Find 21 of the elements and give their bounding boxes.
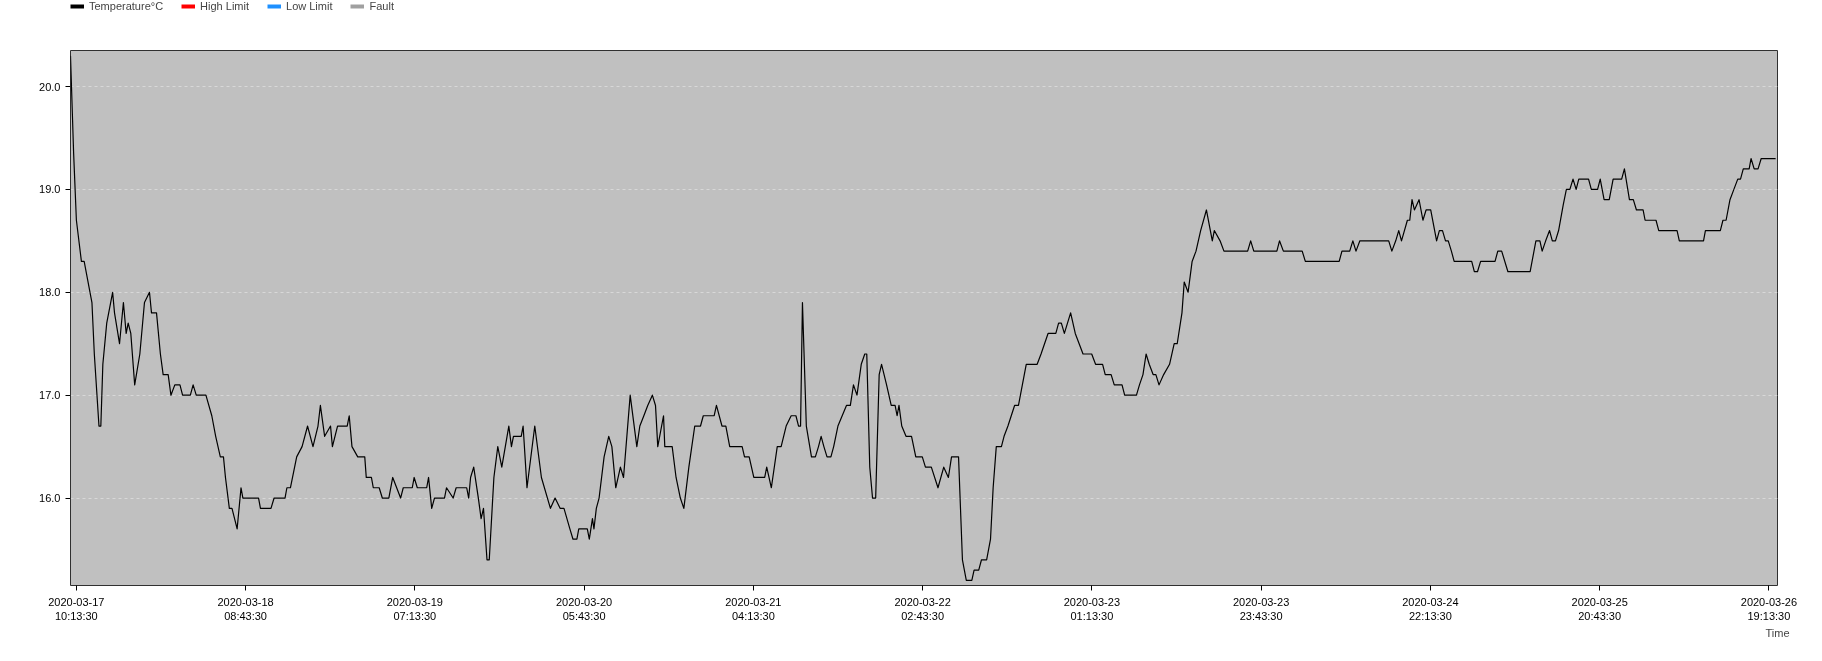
legend-label: Fault [369,0,394,12]
x-axis-title: Time [1765,626,1790,639]
x-tick-label: 2020-03-26 19:13:30 [1740,595,1798,622]
y-tick-label: 17.0 [39,389,61,402]
x-tick-label: 2020-03-19 07:13:30 [386,595,443,622]
x-tick-label: 2020-03-17 10:13:30 [48,595,105,622]
x-tick-label: 2020-03-24 22:13:30 [1402,595,1459,622]
legend-label: Low Limit [286,0,333,12]
x-tick-label: 2020-03-21 04:13:30 [725,595,782,622]
x-tick-label: 2020-03-25 20:43:30 [1571,595,1628,622]
y-tick-label: 20.0 [39,80,61,93]
y-tick-label: 16.0 [39,492,61,505]
x-tick-label: 2020-03-22 02:43:30 [894,595,951,622]
x-tick-label: 2020-03-18 08:43:30 [217,595,274,622]
y-tick-label: 18.0 [39,286,61,299]
x-tick-label: 2020-03-23 01:13:30 [1063,595,1121,622]
y-tick-label: 19.0 [39,183,61,196]
x-tick-label: 2020-03-23 23:43:30 [1233,595,1290,622]
legend-label: High Limit [200,0,250,12]
x-tick-label: 2020-03-20 05:43:30 [555,595,613,622]
legend-label: Temperature°C [89,0,164,12]
